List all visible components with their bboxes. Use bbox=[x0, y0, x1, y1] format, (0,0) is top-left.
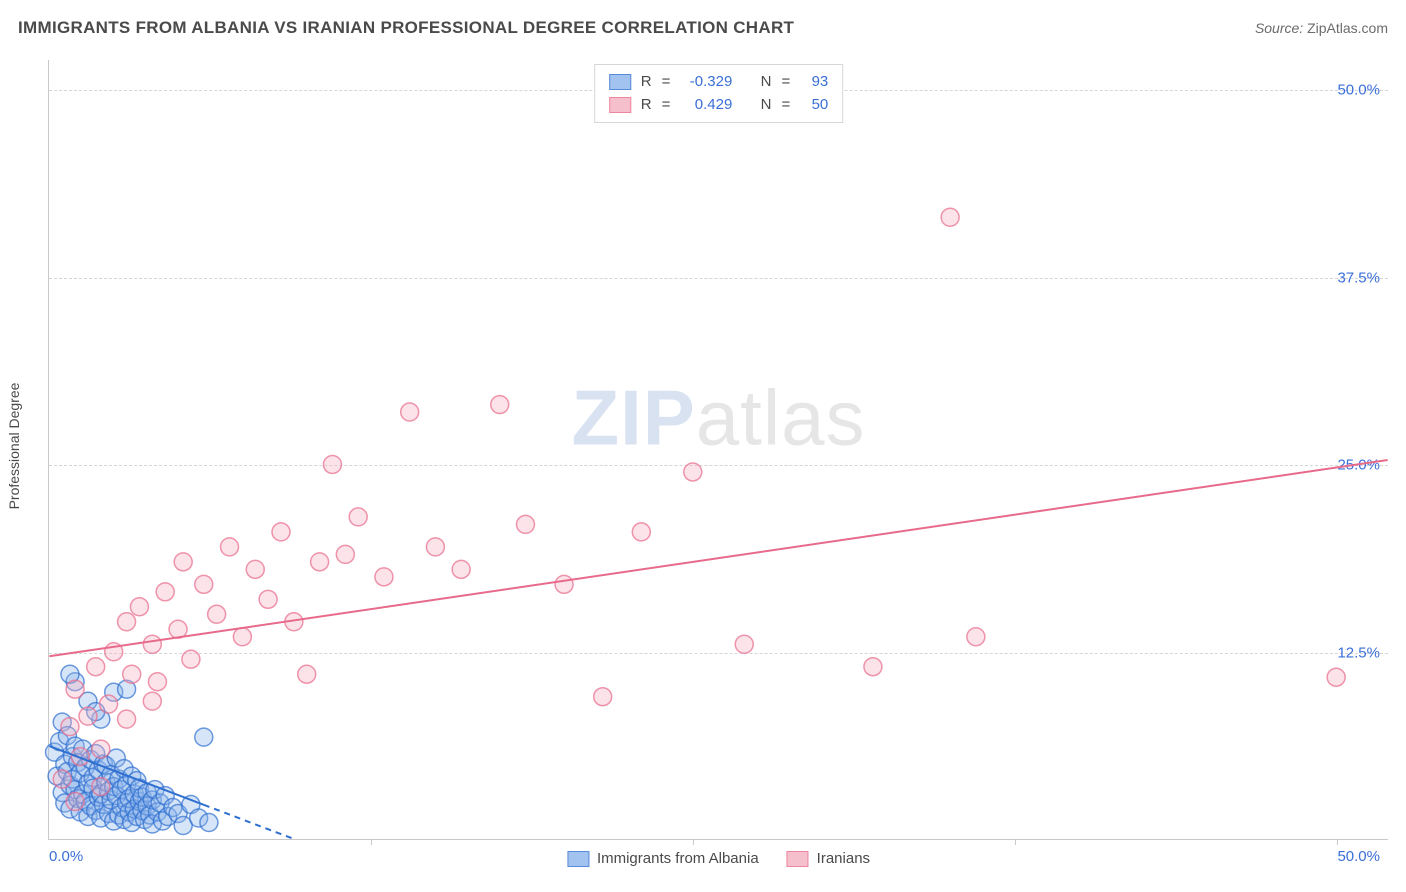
scatter-point-iranians bbox=[336, 545, 354, 563]
legend-label-albania: Immigrants from Albania bbox=[597, 850, 759, 867]
scatter-point-iranians bbox=[53, 770, 71, 788]
scatter-point-iranians bbox=[100, 695, 118, 713]
scatter-point-iranians bbox=[233, 628, 251, 646]
scatter-point-iranians bbox=[426, 538, 444, 556]
plot-area: ZIPatlas 12.5%25.0%37.5%50.0% R = -0.329… bbox=[48, 60, 1388, 840]
legend-label-iranians: Iranians bbox=[817, 850, 870, 867]
scatter-point-iranians bbox=[208, 605, 226, 623]
eq-sign: = bbox=[662, 71, 671, 94]
r-value-albania: -0.329 bbox=[680, 71, 732, 94]
scatter-point-iranians bbox=[452, 560, 470, 578]
scatter-point-iranians bbox=[246, 560, 264, 578]
swatch-albania bbox=[567, 851, 589, 867]
source-label: Source: bbox=[1255, 20, 1303, 36]
n-label: N bbox=[761, 94, 772, 117]
scatter-point-iranians bbox=[143, 635, 161, 653]
x-tick bbox=[371, 839, 372, 845]
scatter-point-iranians bbox=[182, 650, 200, 668]
scatter-point-iranians bbox=[92, 740, 110, 758]
scatter-point-iranians bbox=[148, 673, 166, 691]
x-tick bbox=[1015, 839, 1016, 845]
legend-row-iranians: R = 0.429 N = 50 bbox=[609, 94, 829, 117]
swatch-albania bbox=[609, 74, 631, 90]
y-axis-label: Professional Degree bbox=[6, 383, 22, 510]
r-label: R bbox=[641, 71, 652, 94]
scatter-point-iranians bbox=[967, 628, 985, 646]
scatter-point-iranians bbox=[174, 553, 192, 571]
r-value-iranians: 0.429 bbox=[680, 94, 732, 117]
scatter-point-iranians bbox=[118, 710, 136, 728]
eq-sign: = bbox=[782, 71, 791, 94]
swatch-iranians bbox=[787, 851, 809, 867]
scatter-point-iranians bbox=[156, 583, 174, 601]
scatter-point-iranians bbox=[349, 508, 367, 526]
scatter-point-iranians bbox=[66, 680, 84, 698]
scatter-svg bbox=[49, 60, 1388, 839]
legend-correlation-box: R = -0.329 N = 93 R = 0.429 N = 50 bbox=[594, 64, 844, 123]
scatter-point-iranians bbox=[61, 718, 79, 736]
legend-item-iranians: Iranians bbox=[787, 850, 870, 867]
x-origin-label: 0.0% bbox=[49, 848, 83, 865]
source-value: ZipAtlas.com bbox=[1307, 20, 1388, 36]
scatter-point-iranians bbox=[323, 455, 341, 473]
scatter-point-iranians bbox=[79, 707, 97, 725]
n-value-iranians: 50 bbox=[800, 94, 828, 117]
scatter-point-iranians bbox=[684, 463, 702, 481]
scatter-point-albania bbox=[195, 728, 213, 746]
scatter-point-iranians bbox=[298, 665, 316, 683]
scatter-point-iranians bbox=[1327, 668, 1345, 686]
swatch-iranians bbox=[609, 97, 631, 113]
scatter-point-iranians bbox=[516, 515, 534, 533]
scatter-point-iranians bbox=[491, 396, 509, 414]
eq-sign: = bbox=[782, 94, 791, 117]
scatter-point-iranians bbox=[555, 575, 573, 593]
chart-title: IMMIGRANTS FROM ALBANIA VS IRANIAN PROFE… bbox=[18, 18, 794, 38]
x-max-label: 50.0% bbox=[1337, 848, 1380, 865]
trend-line-iranians bbox=[49, 460, 1387, 656]
scatter-point-iranians bbox=[123, 665, 141, 683]
scatter-point-albania bbox=[200, 814, 218, 832]
scatter-point-iranians bbox=[92, 778, 110, 796]
scatter-point-iranians bbox=[375, 568, 393, 586]
scatter-point-iranians bbox=[272, 523, 290, 541]
legend-series-box: Immigrants from Albania Iranians bbox=[567, 850, 870, 867]
scatter-point-iranians bbox=[143, 692, 161, 710]
scatter-point-iranians bbox=[594, 688, 612, 706]
n-label: N bbox=[761, 71, 772, 94]
chart-header: IMMIGRANTS FROM ALBANIA VS IRANIAN PROFE… bbox=[18, 18, 1388, 38]
n-value-albania: 93 bbox=[800, 71, 828, 94]
legend-row-albania: R = -0.329 N = 93 bbox=[609, 71, 829, 94]
scatter-point-iranians bbox=[87, 658, 105, 676]
x-tick bbox=[1337, 839, 1338, 845]
r-label: R bbox=[641, 94, 652, 117]
scatter-point-iranians bbox=[401, 403, 419, 421]
scatter-point-iranians bbox=[118, 613, 136, 631]
legend-item-albania: Immigrants from Albania bbox=[567, 850, 759, 867]
eq-sign: = bbox=[662, 94, 671, 117]
scatter-point-iranians bbox=[941, 208, 959, 226]
scatter-point-iranians bbox=[195, 575, 213, 593]
scatter-point-iranians bbox=[311, 553, 329, 571]
x-tick bbox=[693, 839, 694, 845]
scatter-point-iranians bbox=[259, 590, 277, 608]
scatter-point-iranians bbox=[632, 523, 650, 541]
scatter-point-iranians bbox=[864, 658, 882, 676]
scatter-point-iranians bbox=[735, 635, 753, 653]
scatter-point-iranians bbox=[66, 793, 84, 811]
scatter-point-iranians bbox=[130, 598, 148, 616]
scatter-point-iranians bbox=[71, 748, 89, 766]
scatter-point-iranians bbox=[221, 538, 239, 556]
source-attribution: Source: ZipAtlas.com bbox=[1255, 20, 1388, 36]
